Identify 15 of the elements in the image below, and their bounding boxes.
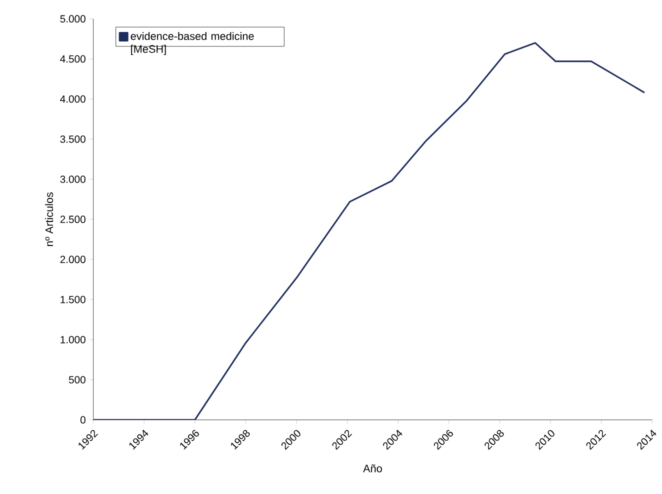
- y-tick-label: 0: [80, 416, 86, 424]
- x-axis-title: Año: [363, 464, 382, 472]
- y-tick-label: 4.000: [60, 95, 86, 103]
- y-tick-label: 2.000: [60, 256, 86, 263]
- y-tick-label: 4.500: [60, 55, 86, 62]
- y-tick-label: 3.000: [60, 175, 86, 183]
- y-axis-title: nº Articulos: [45, 192, 54, 246]
- legend-label: evidence-based medicine [MeSH]: [130, 32, 254, 55]
- y-tick-label: 1.500: [60, 296, 86, 304]
- y-tick-label: 1.000: [60, 336, 86, 344]
- y-tick-label: 500: [68, 376, 86, 384]
- y-tick-label: 5.000: [60, 15, 86, 22]
- line-series: [93, 42, 646, 420]
- y-tick-label: 3.500: [60, 135, 86, 143]
- y-tick-label: 2.500: [60, 216, 86, 223]
